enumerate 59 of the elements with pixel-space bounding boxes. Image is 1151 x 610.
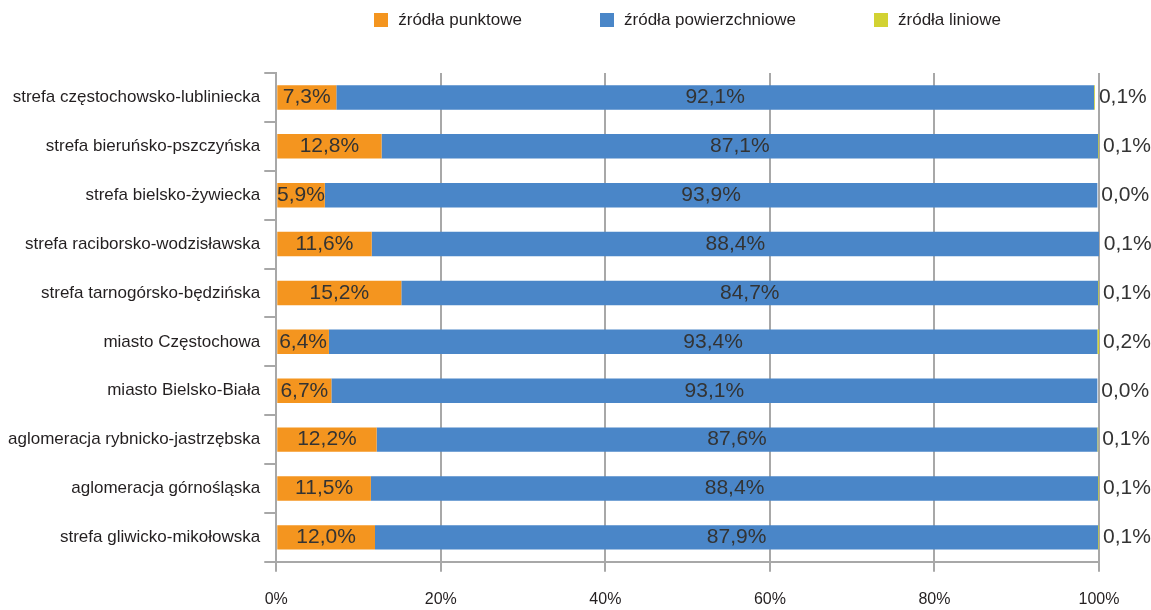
data-label: 93,9% <box>681 182 741 205</box>
data-label: 12,2% <box>297 426 357 450</box>
y-tick-label: strefa tarnogórsko-będzińska <box>41 282 261 302</box>
y-tick-label: strefa bielsko-żywiecka <box>85 184 261 204</box>
bar <box>381 134 1099 159</box>
legend-label: źródła powierzchniowe <box>624 10 797 30</box>
bar <box>375 525 1099 550</box>
bar <box>331 378 1098 403</box>
legend-label: źródła liniowe <box>898 10 1002 30</box>
y-tick-label: strefa raciborsko-wodzisławska <box>25 233 261 253</box>
bar <box>324 182 1098 208</box>
bar <box>370 476 1099 501</box>
data-label: 0,0% <box>1101 377 1150 401</box>
data-label: 87,1% <box>710 133 770 157</box>
legend-label: źródła punktowe <box>398 10 523 30</box>
data-label: 92,1% <box>685 84 745 108</box>
bar <box>376 427 1098 452</box>
x-tick-label: 80% <box>918 589 951 607</box>
data-label: 0,1% <box>1102 426 1151 450</box>
data-label: 6,7% <box>280 377 329 401</box>
data-label: 12,8% <box>299 133 360 157</box>
y-tick-label: strefa gliwicko-mikołowska <box>59 527 261 547</box>
data-label: 0,2% <box>1103 328 1151 352</box>
data-label: 0,0% <box>1101 182 1150 205</box>
y-tick-label: miasto Częstochowa <box>103 331 261 351</box>
data-label: 12,0% <box>296 524 356 548</box>
y-tick-label: aglomeracja rybnicko-jastrzębska <box>7 429 261 449</box>
data-label: 5,9% <box>277 182 325 205</box>
data-label: 0,1% <box>1098 84 1147 108</box>
data-label: 0,1% <box>1103 279 1151 303</box>
data-label: 87,9% <box>706 524 767 548</box>
data-label: 87,6% <box>707 426 767 450</box>
data-label: 0,1% <box>1103 524 1151 548</box>
x-tick-label: 0% <box>264 589 288 607</box>
x-tick-label: 100% <box>1078 589 1120 607</box>
bar <box>401 280 1099 306</box>
x-tick-label: 60% <box>753 589 786 607</box>
bar <box>336 85 1095 110</box>
data-label: 0,1% <box>1103 230 1151 254</box>
y-tick-label: strefa częstochowsko-lubliniecka <box>12 87 261 107</box>
data-label: 11,6% <box>295 230 354 254</box>
data-label: 84,7% <box>719 279 780 303</box>
data-label: 11,5% <box>295 475 354 499</box>
data-label: 88,4% <box>704 475 765 499</box>
data-label: 15,2% <box>309 279 370 303</box>
data-label: 93,4% <box>683 328 743 352</box>
data-label: 0,1% <box>1103 475 1151 499</box>
y-tick-label: aglomeracja górnośląska <box>71 478 261 498</box>
bar <box>371 231 1099 257</box>
data-label: 88,4% <box>705 230 766 254</box>
y-tick-label: miasto Bielsko-Biała <box>107 380 261 400</box>
data-label: 0,1% <box>1103 133 1151 157</box>
y-tick-label: strefa bieruńsko-pszczyńska <box>45 136 261 156</box>
data-label: 6,4% <box>279 328 328 352</box>
x-tick-label: 20% <box>424 589 457 607</box>
data-label: 7,3% <box>282 84 331 108</box>
bar <box>328 329 1098 355</box>
data-label: 93,1% <box>684 377 745 401</box>
x-tick-label: 40% <box>589 589 622 607</box>
